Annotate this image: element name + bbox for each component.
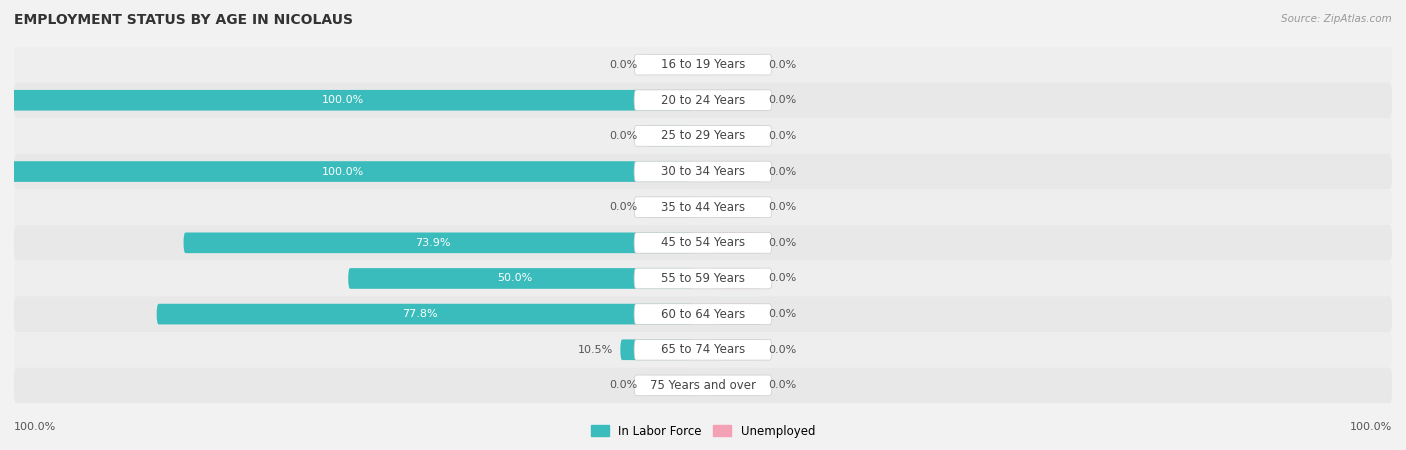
FancyBboxPatch shape: [713, 161, 762, 182]
FancyBboxPatch shape: [713, 268, 762, 289]
FancyBboxPatch shape: [14, 154, 1392, 189]
FancyBboxPatch shape: [713, 54, 762, 75]
FancyBboxPatch shape: [713, 339, 762, 360]
Text: 0.0%: 0.0%: [609, 202, 637, 212]
Text: 0.0%: 0.0%: [769, 274, 797, 284]
FancyBboxPatch shape: [634, 375, 772, 396]
FancyBboxPatch shape: [713, 90, 762, 111]
FancyBboxPatch shape: [634, 268, 772, 289]
FancyBboxPatch shape: [644, 197, 693, 217]
Text: 60 to 64 Years: 60 to 64 Years: [661, 308, 745, 320]
Text: 0.0%: 0.0%: [769, 380, 797, 391]
FancyBboxPatch shape: [713, 126, 762, 146]
Text: 100.0%: 100.0%: [1350, 422, 1392, 432]
FancyBboxPatch shape: [14, 296, 1392, 332]
FancyBboxPatch shape: [634, 233, 772, 253]
Text: 100.0%: 100.0%: [14, 422, 56, 432]
Legend: In Labor Force, Unemployed: In Labor Force, Unemployed: [586, 420, 820, 442]
Text: 65 to 74 Years: 65 to 74 Years: [661, 343, 745, 356]
Text: 0.0%: 0.0%: [769, 345, 797, 355]
FancyBboxPatch shape: [14, 82, 1392, 118]
Text: 0.0%: 0.0%: [609, 380, 637, 391]
FancyBboxPatch shape: [644, 375, 693, 396]
Text: 55 to 59 Years: 55 to 59 Years: [661, 272, 745, 285]
Text: 0.0%: 0.0%: [769, 309, 797, 319]
Text: 0.0%: 0.0%: [609, 131, 637, 141]
FancyBboxPatch shape: [634, 339, 772, 360]
FancyBboxPatch shape: [644, 54, 693, 75]
FancyBboxPatch shape: [14, 261, 1392, 296]
Text: 30 to 34 Years: 30 to 34 Years: [661, 165, 745, 178]
Text: 20 to 24 Years: 20 to 24 Years: [661, 94, 745, 107]
FancyBboxPatch shape: [634, 304, 772, 324]
Text: 50.0%: 50.0%: [498, 274, 533, 284]
FancyBboxPatch shape: [14, 368, 1392, 403]
FancyBboxPatch shape: [634, 126, 772, 146]
FancyBboxPatch shape: [14, 332, 1392, 368]
FancyBboxPatch shape: [634, 161, 772, 182]
Text: 75 Years and over: 75 Years and over: [650, 379, 756, 392]
Text: 0.0%: 0.0%: [769, 131, 797, 141]
Text: 10.5%: 10.5%: [578, 345, 613, 355]
Text: 0.0%: 0.0%: [769, 95, 797, 105]
FancyBboxPatch shape: [4, 90, 693, 111]
FancyBboxPatch shape: [634, 54, 772, 75]
FancyBboxPatch shape: [14, 47, 1392, 82]
Text: 0.0%: 0.0%: [769, 166, 797, 176]
FancyBboxPatch shape: [349, 268, 693, 289]
FancyBboxPatch shape: [14, 118, 1392, 154]
FancyBboxPatch shape: [713, 304, 762, 324]
Text: 0.0%: 0.0%: [769, 202, 797, 212]
FancyBboxPatch shape: [4, 161, 693, 182]
Text: 25 to 29 Years: 25 to 29 Years: [661, 130, 745, 142]
FancyBboxPatch shape: [713, 375, 762, 396]
FancyBboxPatch shape: [620, 339, 693, 360]
FancyBboxPatch shape: [634, 90, 772, 111]
FancyBboxPatch shape: [713, 197, 762, 217]
FancyBboxPatch shape: [644, 126, 693, 146]
Text: 0.0%: 0.0%: [609, 59, 637, 70]
Text: 0.0%: 0.0%: [769, 59, 797, 70]
Text: Source: ZipAtlas.com: Source: ZipAtlas.com: [1281, 14, 1392, 23]
Text: 100.0%: 100.0%: [322, 95, 364, 105]
Text: 35 to 44 Years: 35 to 44 Years: [661, 201, 745, 214]
FancyBboxPatch shape: [14, 189, 1392, 225]
Text: EMPLOYMENT STATUS BY AGE IN NICOLAUS: EMPLOYMENT STATUS BY AGE IN NICOLAUS: [14, 14, 353, 27]
Text: 77.8%: 77.8%: [402, 309, 437, 319]
Text: 16 to 19 Years: 16 to 19 Years: [661, 58, 745, 71]
FancyBboxPatch shape: [14, 225, 1392, 261]
FancyBboxPatch shape: [184, 233, 693, 253]
FancyBboxPatch shape: [713, 233, 762, 253]
FancyBboxPatch shape: [634, 197, 772, 217]
Text: 45 to 54 Years: 45 to 54 Years: [661, 236, 745, 249]
Text: 73.9%: 73.9%: [415, 238, 451, 248]
Text: 0.0%: 0.0%: [769, 238, 797, 248]
FancyBboxPatch shape: [156, 304, 693, 324]
Text: 100.0%: 100.0%: [322, 166, 364, 176]
